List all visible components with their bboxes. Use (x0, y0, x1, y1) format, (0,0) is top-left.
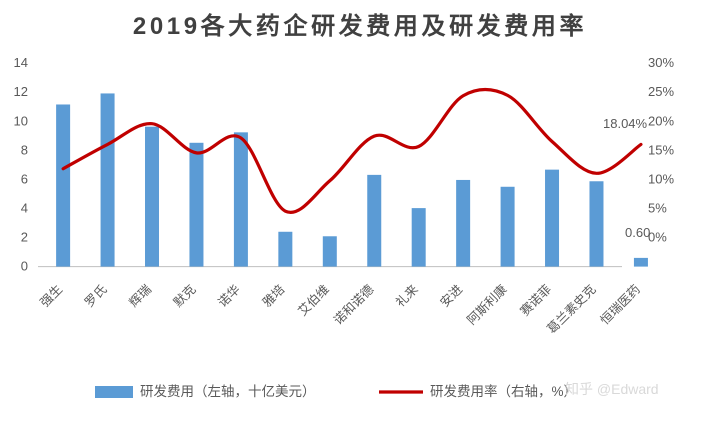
svg-text:辉瑞: 辉瑞 (127, 282, 155, 310)
svg-text:8: 8 (21, 143, 28, 158)
svg-text:12: 12 (14, 84, 28, 99)
svg-text:赛诺菲: 赛诺菲 (517, 282, 554, 319)
svg-text:雅培: 雅培 (259, 282, 287, 310)
svg-text:研发费用（左轴，十亿美元）: 研发费用（左轴，十亿美元） (140, 384, 316, 399)
svg-text:0%: 0% (648, 230, 667, 245)
svg-text:15%: 15% (648, 143, 674, 158)
svg-text:葛兰素史克: 葛兰素史克 (545, 282, 599, 336)
svg-text:0.60: 0.60 (625, 225, 650, 240)
svg-text:6: 6 (21, 172, 28, 187)
svg-text:10%: 10% (648, 172, 674, 187)
svg-text:10: 10 (14, 114, 28, 129)
svg-text:30%: 30% (648, 55, 674, 70)
svg-text:恒瑞医药: 恒瑞医药 (598, 282, 643, 327)
svg-text:强生: 强生 (38, 282, 66, 310)
svg-text:4: 4 (21, 201, 28, 216)
svg-text:知乎 @Edward: 知乎 @Edward (565, 381, 659, 397)
svg-text:阿斯利康: 阿斯利康 (464, 281, 510, 327)
svg-text:礼来: 礼来 (393, 281, 422, 310)
svg-text:14: 14 (14, 55, 28, 70)
svg-text:20%: 20% (648, 114, 674, 129)
svg-text:安进: 安进 (437, 281, 466, 310)
svg-text:罗氏: 罗氏 (82, 282, 110, 310)
svg-text:2: 2 (21, 230, 28, 245)
svg-text:诺华: 诺华 (215, 282, 243, 310)
svg-text:5%: 5% (648, 201, 667, 216)
svg-text:诺和诺德: 诺和诺德 (330, 281, 376, 327)
svg-text:0: 0 (21, 259, 28, 274)
svg-text:18.04%: 18.04% (603, 116, 648, 131)
svg-text:25%: 25% (648, 84, 674, 99)
svg-text:研发费用率（右轴，%）: 研发费用率（右轴，%） (430, 383, 577, 399)
svg-text:艾伯维: 艾伯维 (295, 282, 332, 319)
svg-text:默克: 默克 (170, 282, 198, 310)
